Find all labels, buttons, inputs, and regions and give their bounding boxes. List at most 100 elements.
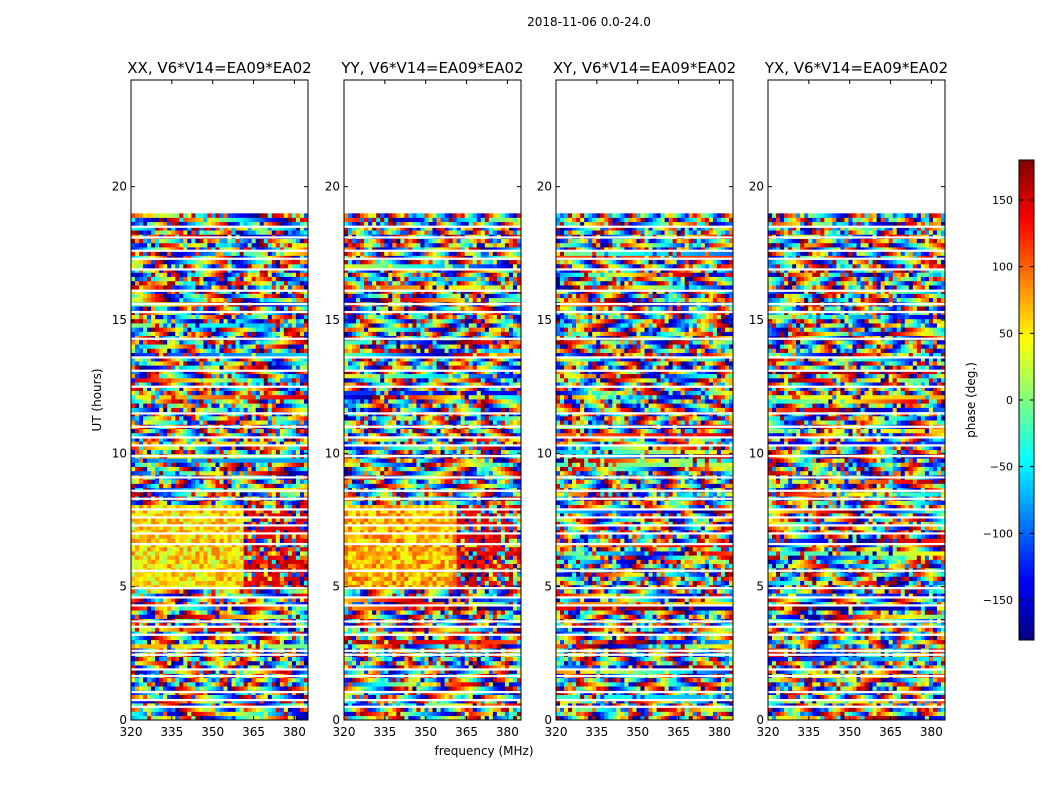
colorbar-segment: [1019, 612, 1034, 617]
panel-1: YY, V6*V14=EA09*EA02 320 335 350 365 380 0 5 10 1…: [325, 59, 524, 739]
y-tick-label: 10: [749, 446, 764, 460]
x-tick-label: 335: [373, 725, 396, 739]
colorbar-segment: [1019, 536, 1034, 541]
colorbar-segment: [1019, 320, 1034, 325]
colorbar-segment: [1019, 228, 1034, 233]
colorbar-segment: [1019, 600, 1034, 605]
colorbar-segment: [1019, 596, 1034, 601]
colorbar-segment: [1019, 268, 1034, 273]
colorbar-label: phase (deg.): [964, 362, 978, 438]
y-tick-label: 20: [112, 180, 127, 194]
colorbar-segment: [1019, 388, 1034, 393]
colorbar-segment: [1019, 572, 1034, 577]
colorbar-segment: [1019, 580, 1034, 585]
y-tick-label: 5: [756, 580, 764, 594]
colorbar-segment: [1019, 224, 1034, 229]
colorbar-segment: [1019, 408, 1034, 413]
colorbar-segment: [1019, 312, 1034, 317]
colorbar-segment: [1019, 520, 1034, 525]
phase-image-0: [131, 80, 308, 720]
colorbar-segment: [1019, 220, 1034, 225]
colorbar-segment: [1019, 176, 1034, 181]
colorbar-segment: [1019, 240, 1034, 245]
colorbar-segment: [1019, 372, 1034, 377]
colorbar-segment: [1019, 264, 1034, 269]
colorbar-segment: [1019, 448, 1034, 453]
colorbar-tick-label: −150: [983, 594, 1013, 607]
colorbar-segment: [1019, 252, 1034, 257]
y-tick-label: 5: [544, 580, 552, 594]
x-tick-label: 350: [838, 725, 861, 739]
panel-frame-0: [130, 79, 309, 721]
colorbar-segment: [1019, 488, 1034, 493]
colorbar-segment: [1019, 532, 1034, 537]
y-tick-label: 0: [119, 713, 127, 727]
panel-title-1: YY, V6*V14=EA09*EA02: [340, 59, 523, 77]
colorbar-tick-label: 50: [999, 327, 1013, 340]
colorbar-segment: [1019, 296, 1034, 301]
colorbar-segment: [1019, 248, 1034, 253]
x-tick-label: 350: [201, 725, 224, 739]
colorbar-segment: [1019, 576, 1034, 581]
colorbar-tick-label: 0: [1006, 394, 1013, 407]
colorbar-segment: [1019, 280, 1034, 285]
x-tick-label: 380: [496, 725, 519, 739]
colorbar-segment: [1019, 216, 1034, 221]
phase-image-3: [768, 80, 945, 720]
y-tick-label: 10: [325, 446, 340, 460]
colorbar-segment: [1019, 368, 1034, 373]
colorbar-segment: [1019, 356, 1034, 361]
colorbar-segment: [1019, 616, 1034, 621]
y-tick-label: 0: [332, 713, 340, 727]
y-tick-label: 20: [749, 180, 764, 194]
x-tick-label: 335: [797, 725, 820, 739]
colorbar-segment: [1019, 544, 1034, 549]
x-tick-label: 350: [414, 725, 437, 739]
colorbar-segment: [1019, 468, 1034, 473]
x-tick-label: 335: [160, 725, 183, 739]
colorbar-segment: [1019, 400, 1034, 405]
colorbar-segment: [1019, 476, 1034, 481]
x-tick-label: 320: [120, 725, 143, 739]
colorbar-segment: [1019, 256, 1034, 261]
y-tick-label: 5: [119, 580, 127, 594]
colorbar-segment: [1019, 504, 1034, 509]
colorbar-segment: [1019, 244, 1034, 249]
colorbar-segment: [1019, 436, 1034, 441]
colorbar-segment: [1019, 492, 1034, 497]
colorbar-segment: [1019, 480, 1034, 485]
colorbar-segment: [1019, 608, 1034, 613]
colorbar-segment: [1019, 584, 1034, 589]
colorbar-segment: [1019, 496, 1034, 501]
colorbar-tick-label: −100: [983, 527, 1013, 540]
colorbar-segment: [1019, 352, 1034, 357]
colorbar-segment: [1019, 420, 1034, 425]
colorbar-segment: [1019, 460, 1034, 465]
colorbar-segment: [1019, 512, 1034, 517]
colorbar-segment: [1019, 568, 1034, 573]
colorbar-segment: [1019, 196, 1034, 201]
x-tick-label: 380: [920, 725, 943, 739]
colorbar-segment: [1019, 428, 1034, 433]
colorbar-segment: [1019, 556, 1034, 561]
y-tick-label: 5: [332, 580, 340, 594]
colorbar-segment: [1019, 276, 1034, 281]
colorbar-segment: [1019, 380, 1034, 385]
colorbar-segment: [1019, 484, 1034, 489]
x-tick-label: 365: [879, 725, 902, 739]
colorbar-segment: [1019, 632, 1034, 637]
x-tick-label: 320: [545, 725, 568, 739]
x-tick-label: 320: [333, 725, 356, 739]
colorbar-segment: [1019, 588, 1034, 593]
colorbar-segment: [1019, 516, 1034, 521]
colorbar-segment: [1019, 308, 1034, 313]
panel-title-2: XY, V6*V14=EA09*EA02: [553, 59, 736, 77]
colorbar-segment: [1019, 416, 1034, 421]
colorbar-segment: [1019, 272, 1034, 277]
colorbar-segment: [1019, 440, 1034, 445]
panels-group: XX, V6*V14=EA09*EA02 320 335 350 365 380 0 5 10 1…: [112, 59, 948, 739]
colorbar-segment: [1019, 348, 1034, 353]
y-tick-label: 0: [756, 713, 764, 727]
colorbar-segment: [1019, 192, 1034, 197]
panel-0: XX, V6*V14=EA09*EA02 320 335 350 365 380 0 5 10 1…: [112, 59, 312, 739]
